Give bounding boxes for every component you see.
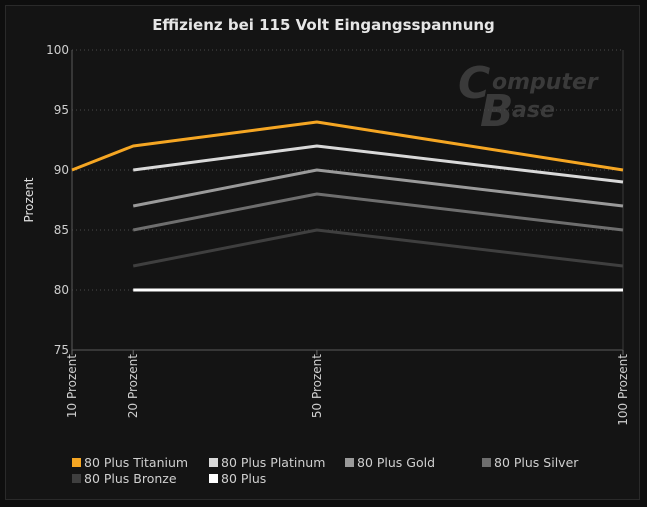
x-tick-label-100: 100 Prozent xyxy=(616,354,630,426)
legend-item-80-plus-platinum[interactable]: 80 Plus Platinum xyxy=(209,455,325,470)
legend-label: 80 Plus Silver xyxy=(494,455,579,470)
legend-swatch xyxy=(345,458,354,467)
legend-swatch xyxy=(72,474,81,483)
legend-label: 80 Plus Platinum xyxy=(221,455,326,470)
y-tick-label-75: 75 xyxy=(54,343,69,357)
legend-swatch xyxy=(72,458,81,467)
series-line-80-plus-bronze xyxy=(132,228,624,268)
series-line-80-plus-silver xyxy=(132,192,624,232)
legend-swatch xyxy=(209,458,218,467)
legend-item-80-plus-silver[interactable]: 80 Plus Silver xyxy=(482,455,578,470)
y-tick-label-100: 100 xyxy=(46,43,69,57)
series-line-80-plus-titanium xyxy=(71,120,624,172)
y-tick-label-85: 85 xyxy=(54,223,69,237)
x-tick-label-50: 50 Prozent xyxy=(310,354,324,418)
legend-item-80-plus-gold[interactable]: 80 Plus Gold xyxy=(345,455,435,470)
series-line-80-plus-platinum xyxy=(133,144,624,184)
legend-label: 80 Plus xyxy=(221,471,267,486)
chart-frame xyxy=(5,5,640,500)
legend-item-80-plus-titanium[interactable]: 80 Plus Titanium xyxy=(72,455,188,470)
legend-label: 80 Plus Bronze xyxy=(84,471,177,486)
series-line-80-plus-gold xyxy=(132,168,624,208)
legend-item-80-plus-bronze[interactable]: 80 Plus Bronze xyxy=(72,471,177,486)
legend-label: 80 Plus Gold xyxy=(357,455,436,470)
legend-swatch xyxy=(482,458,491,467)
y-tick-label-80: 80 xyxy=(54,283,69,297)
legend-label: 80 Plus Titanium xyxy=(84,455,189,470)
y-axis-label: Prozent xyxy=(22,177,36,222)
legend-swatch xyxy=(209,474,218,483)
chart-title: Effizienz bei 115 Volt Eingangsspannung xyxy=(152,16,495,34)
x-tick-label-20: 20 Prozent xyxy=(126,354,140,418)
y-tick-label-95: 95 xyxy=(54,103,69,117)
x-tick-label-10: 10 Prozent xyxy=(65,354,79,418)
y-tick-label-90: 90 xyxy=(54,163,69,177)
legend-item-80-plus[interactable]: 80 Plus xyxy=(209,471,266,486)
